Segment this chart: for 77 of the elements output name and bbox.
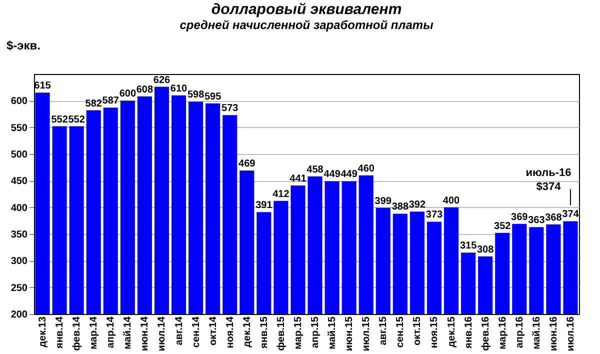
x-tick-label: июл.15 [361,316,372,352]
y-axis-title: $-экв. [6,38,41,52]
data-label: 600 [119,88,136,100]
data-label: 412 [272,188,290,200]
x-tick-label: июл.14 [156,316,168,352]
x-tick-label: апр.15 [310,316,322,348]
y-tick-label: 200 [10,310,28,320]
data-label: 460 [358,163,375,174]
x-tick-label: май.14 [122,316,134,350]
data-label: 469 [238,158,256,170]
x-tick-label: сен.15 [395,316,406,348]
data-label: 608 [136,84,154,96]
data-label: 392 [408,200,426,211]
y-tick-label: 500 [10,150,28,160]
data-label: 441 [290,173,307,184]
data-label: 374 [562,209,580,220]
data-label: 610 [170,83,188,94]
data-label: 400 [442,195,460,206]
x-tick-label: июн.14 [140,316,151,352]
data-label: 449 [340,169,358,180]
x-tick-label: июн.15 [344,316,356,352]
y-tick-label: 250 [10,282,28,294]
x-tick-label: сен.14 [190,316,202,348]
data-label: 598 [187,90,205,101]
x-tick-label: апр.16 [514,316,526,348]
data-label: 587 [102,96,120,107]
x-tick-label: фев.15 [276,316,287,351]
data-label: 391 [256,200,273,212]
x-tick-label: май.15 [327,316,338,350]
x-tick-label: янв.16 [463,316,474,348]
chart-title: долларовый эквивалент [211,1,402,18]
data-label: 582 [85,98,102,110]
y-tick-label: 450 [10,176,28,188]
data-label: 626 [153,74,171,86]
y-tick-label: 350 [10,230,28,240]
x-tick-label: дек.14 [242,316,253,348]
x-tick-label: мар.16 [497,316,508,350]
x-tick-label: мар.14 [88,316,100,350]
x-tick-label: май.16 [531,316,542,350]
x-tick-label: окт.15 [412,316,424,346]
y-tick-label: 600 [10,96,28,108]
data-label: 458 [306,164,324,176]
x-tick-label: авг.14 [174,316,185,346]
x-tick-label: ноя.14 [224,316,236,348]
y-tick-label: 300 [10,256,28,268]
data-label: 373 [426,210,444,221]
y-tick-label: 400 [10,202,28,214]
x-tick-label: окт.14 [208,316,219,346]
x-tick-label: янв.15 [258,316,270,348]
data-label: 552 [51,114,68,126]
data-label: 449 [324,169,341,180]
data-label: 368 [545,212,562,224]
data-label: 369 [511,212,528,223]
data-label: 315 [460,240,478,252]
data-label: 552 [68,114,86,126]
x-tick-label: авг.15 [378,316,390,346]
x-tick-label: дек.13 [38,316,49,348]
x-tick-label: дек.15 [446,316,458,348]
data-label: 615 [34,80,52,92]
x-tick-label: янв.14 [54,316,66,348]
data-label: 308 [476,244,494,256]
x-tick-label: июл.16 [565,316,576,352]
x-tick-label: фев.16 [480,316,492,351]
annotation: июль-16 $374 [526,167,572,194]
chart-subtitle: средней начисленной заработной платы [180,18,434,32]
y-tick-label: 550 [10,122,28,134]
x-tick-label: мар.15 [292,316,304,350]
x-tick-label: июн.16 [548,316,560,352]
data-label: 595 [204,91,222,102]
x-tick-label: ноя.15 [429,316,440,348]
data-label: 388 [392,202,409,213]
data-label: 399 [374,196,392,207]
data-label: 363 [528,215,546,226]
x-tick-label: апр.14 [106,316,117,348]
x-tick-label: фев.14 [72,316,83,351]
data-label: 573 [222,103,239,114]
data-label: 352 [494,220,512,232]
